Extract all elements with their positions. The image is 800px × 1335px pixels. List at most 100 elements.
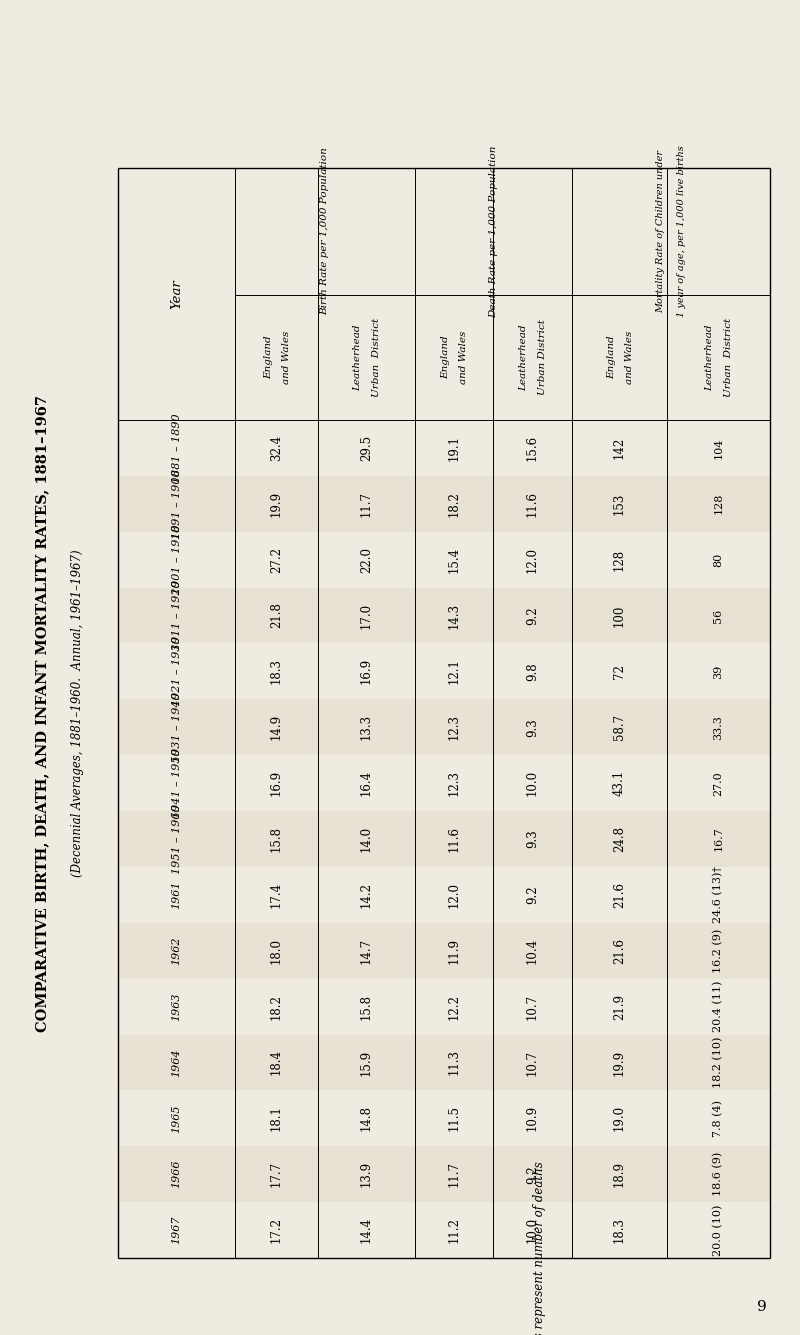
Text: 18.2: 18.2	[270, 993, 283, 1020]
Text: 1941 – 1950: 1941 – 1950	[171, 749, 182, 818]
Text: 11.6: 11.6	[447, 826, 461, 852]
Text: 15.6: 15.6	[526, 435, 539, 461]
Text: 14.0: 14.0	[360, 826, 373, 852]
Text: 1881 – 1890: 1881 – 1890	[171, 413, 182, 483]
Text: 15.4: 15.4	[447, 546, 461, 573]
Text: 18.2: 18.2	[447, 491, 461, 517]
Text: 39: 39	[714, 665, 723, 678]
Text: 11.5: 11.5	[447, 1105, 461, 1131]
Text: 12.2: 12.2	[447, 993, 461, 1020]
Text: 11.2: 11.2	[447, 1218, 461, 1243]
Bar	[118, 812, 770, 866]
Text: 9: 9	[757, 1300, 767, 1314]
Text: England: England	[264, 335, 273, 379]
Text: 15.8: 15.8	[360, 993, 373, 1020]
Text: 18.0: 18.0	[270, 937, 283, 964]
Text: 1931 – 1940: 1931 – 1940	[171, 693, 182, 762]
Text: Leatherhead: Leatherhead	[353, 324, 362, 391]
Text: 18.3: 18.3	[613, 1218, 626, 1243]
Text: 22.0: 22.0	[360, 546, 373, 573]
Text: 43.1: 43.1	[613, 770, 626, 796]
Text: 18.4: 18.4	[270, 1049, 283, 1076]
Bar	[118, 922, 770, 979]
Text: 142: 142	[613, 437, 626, 459]
Text: 128: 128	[613, 549, 626, 571]
Text: and Wales: and Wales	[459, 331, 469, 384]
Text: 1 year of age, per 1,000 live births: 1 year of age, per 1,000 live births	[677, 146, 686, 318]
Text: 104: 104	[714, 438, 723, 459]
Bar	[118, 587, 770, 643]
Text: 21.9: 21.9	[613, 993, 626, 1020]
Text: 1911 – 1920: 1911 – 1920	[171, 581, 182, 650]
Text: 16.4: 16.4	[360, 770, 373, 796]
Text: 1951 – 1960: 1951 – 1960	[171, 804, 182, 874]
Text: 21.6: 21.6	[613, 937, 626, 964]
Text: 21.6: 21.6	[613, 882, 626, 908]
Text: 17.4: 17.4	[270, 882, 283, 908]
Text: 14.7: 14.7	[360, 937, 373, 964]
Text: Mortality Rate of Children under: Mortality Rate of Children under	[657, 150, 666, 312]
Text: 9.2: 9.2	[526, 885, 539, 904]
Text: 18.6 (9): 18.6 (9)	[714, 1152, 724, 1196]
Text: 13.3: 13.3	[360, 714, 373, 741]
Text: 9.3: 9.3	[526, 829, 539, 848]
Text: 1963: 1963	[171, 992, 182, 1021]
Text: Leatherhead: Leatherhead	[705, 324, 714, 391]
Text: 1961: 1961	[171, 881, 182, 909]
Text: 10.9: 10.9	[526, 1105, 539, 1131]
Text: 56: 56	[714, 609, 723, 622]
Text: 9.3: 9.3	[526, 718, 539, 737]
Text: 1967: 1967	[171, 1216, 182, 1244]
Text: 14.4: 14.4	[360, 1218, 373, 1243]
Text: 10.0: 10.0	[526, 1218, 539, 1243]
Text: 18.9: 18.9	[613, 1161, 626, 1187]
Text: 17.2: 17.2	[270, 1218, 283, 1243]
Text: 16.2 (9): 16.2 (9)	[714, 929, 724, 973]
Text: 1965: 1965	[171, 1104, 182, 1132]
Text: 10.7: 10.7	[526, 1049, 539, 1076]
Text: Leatherhead: Leatherhead	[519, 324, 528, 391]
Text: England: England	[607, 335, 616, 379]
Text: 16.9: 16.9	[270, 770, 283, 796]
Text: 11.3: 11.3	[447, 1049, 461, 1076]
Text: 9.2: 9.2	[526, 1165, 539, 1184]
Text: 12.0: 12.0	[526, 546, 539, 573]
Text: 33.3: 33.3	[714, 714, 723, 740]
Text: Urban  District: Urban District	[372, 318, 381, 396]
Text: 27.2: 27.2	[270, 546, 283, 573]
Bar	[118, 475, 770, 531]
Text: 16.9: 16.9	[360, 658, 373, 685]
Text: 58.7: 58.7	[613, 714, 626, 741]
Text: Death Rate per 1,000 Population: Death Rate per 1,000 Population	[489, 146, 498, 318]
Text: 17.7: 17.7	[270, 1161, 283, 1187]
Text: 11.7: 11.7	[360, 491, 373, 517]
Text: 153: 153	[613, 493, 626, 515]
Text: 14.2: 14.2	[360, 882, 373, 908]
Text: 29.5: 29.5	[360, 435, 373, 461]
Text: 20.0 (10): 20.0 (10)	[714, 1204, 724, 1256]
Text: 10.4: 10.4	[526, 937, 539, 964]
Text: 9.2: 9.2	[526, 606, 539, 625]
Text: 1891 – 1900: 1891 – 1900	[171, 469, 182, 538]
Text: 11.7: 11.7	[447, 1161, 461, 1187]
Text: 9.8: 9.8	[526, 662, 539, 681]
Text: (Decennial Averages, 1881–1960.  Annual, 1961–1967): (Decennial Averages, 1881–1960. Annual, …	[71, 549, 85, 877]
Text: 12.3: 12.3	[447, 714, 461, 741]
Text: 11.9: 11.9	[447, 937, 461, 964]
Text: 14.8: 14.8	[360, 1105, 373, 1131]
Text: 17.0: 17.0	[360, 602, 373, 629]
Text: 19.0: 19.0	[613, 1105, 626, 1131]
Text: 14.3: 14.3	[447, 602, 461, 629]
Text: 21.8: 21.8	[270, 602, 283, 629]
Text: 1966: 1966	[171, 1160, 182, 1188]
Text: and Wales: and Wales	[282, 331, 291, 384]
Text: 100: 100	[613, 605, 626, 626]
Text: 19.9: 19.9	[270, 491, 283, 517]
Text: 14.9: 14.9	[270, 714, 283, 741]
Text: 18.3: 18.3	[270, 658, 283, 685]
Text: 80: 80	[714, 553, 723, 567]
Text: 12.1: 12.1	[447, 658, 461, 685]
Text: †Bracketed figures represent number of deaths: †Bracketed figures represent number of d…	[534, 1161, 546, 1335]
Bar	[118, 700, 770, 756]
Text: 7.8 (4): 7.8 (4)	[714, 1100, 724, 1137]
